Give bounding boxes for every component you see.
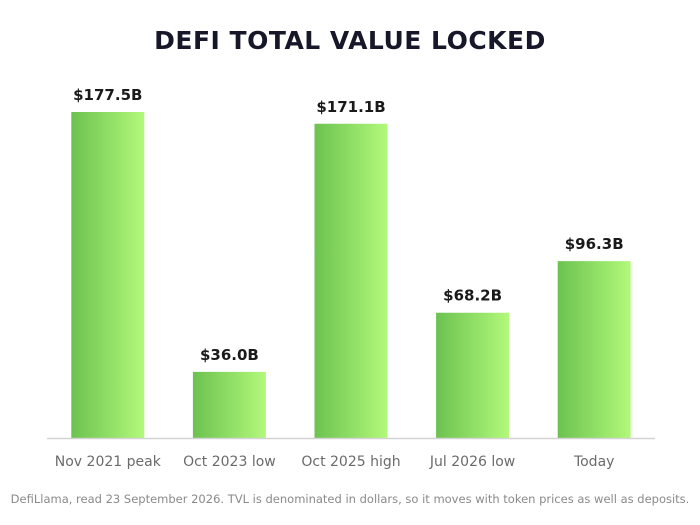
x-tick-label: Oct 2023 low <box>183 454 276 470</box>
chart-title: DEFI TOTAL VALUE LOCKED <box>154 26 546 55</box>
x-tick-label: Oct 2025 high <box>301 454 400 470</box>
source-note: DefiLlama, read 23 September 2026. TVL i… <box>10 492 690 506</box>
bar-value-label: $96.3B <box>565 235 624 253</box>
bar-value-label: $177.5B <box>73 86 142 104</box>
bar <box>314 123 388 438</box>
bar <box>557 261 631 438</box>
x-tick-label: Jul 2026 low <box>429 454 515 470</box>
x-tick-label: Today <box>573 454 615 470</box>
bar-value-label: $171.1B <box>316 98 385 116</box>
bar <box>71 112 145 438</box>
bars-layer <box>71 112 631 438</box>
bar <box>436 312 510 438</box>
bar <box>192 371 266 438</box>
labels-layer: $177.5B Nov 2021 peak $36.0B Oct 2023 low $1… <box>55 86 624 470</box>
bar-value-label: $68.2B <box>443 287 502 305</box>
x-tick-label: Nov 2021 peak <box>55 454 162 470</box>
bar-value-label: $36.0B <box>200 346 259 364</box>
